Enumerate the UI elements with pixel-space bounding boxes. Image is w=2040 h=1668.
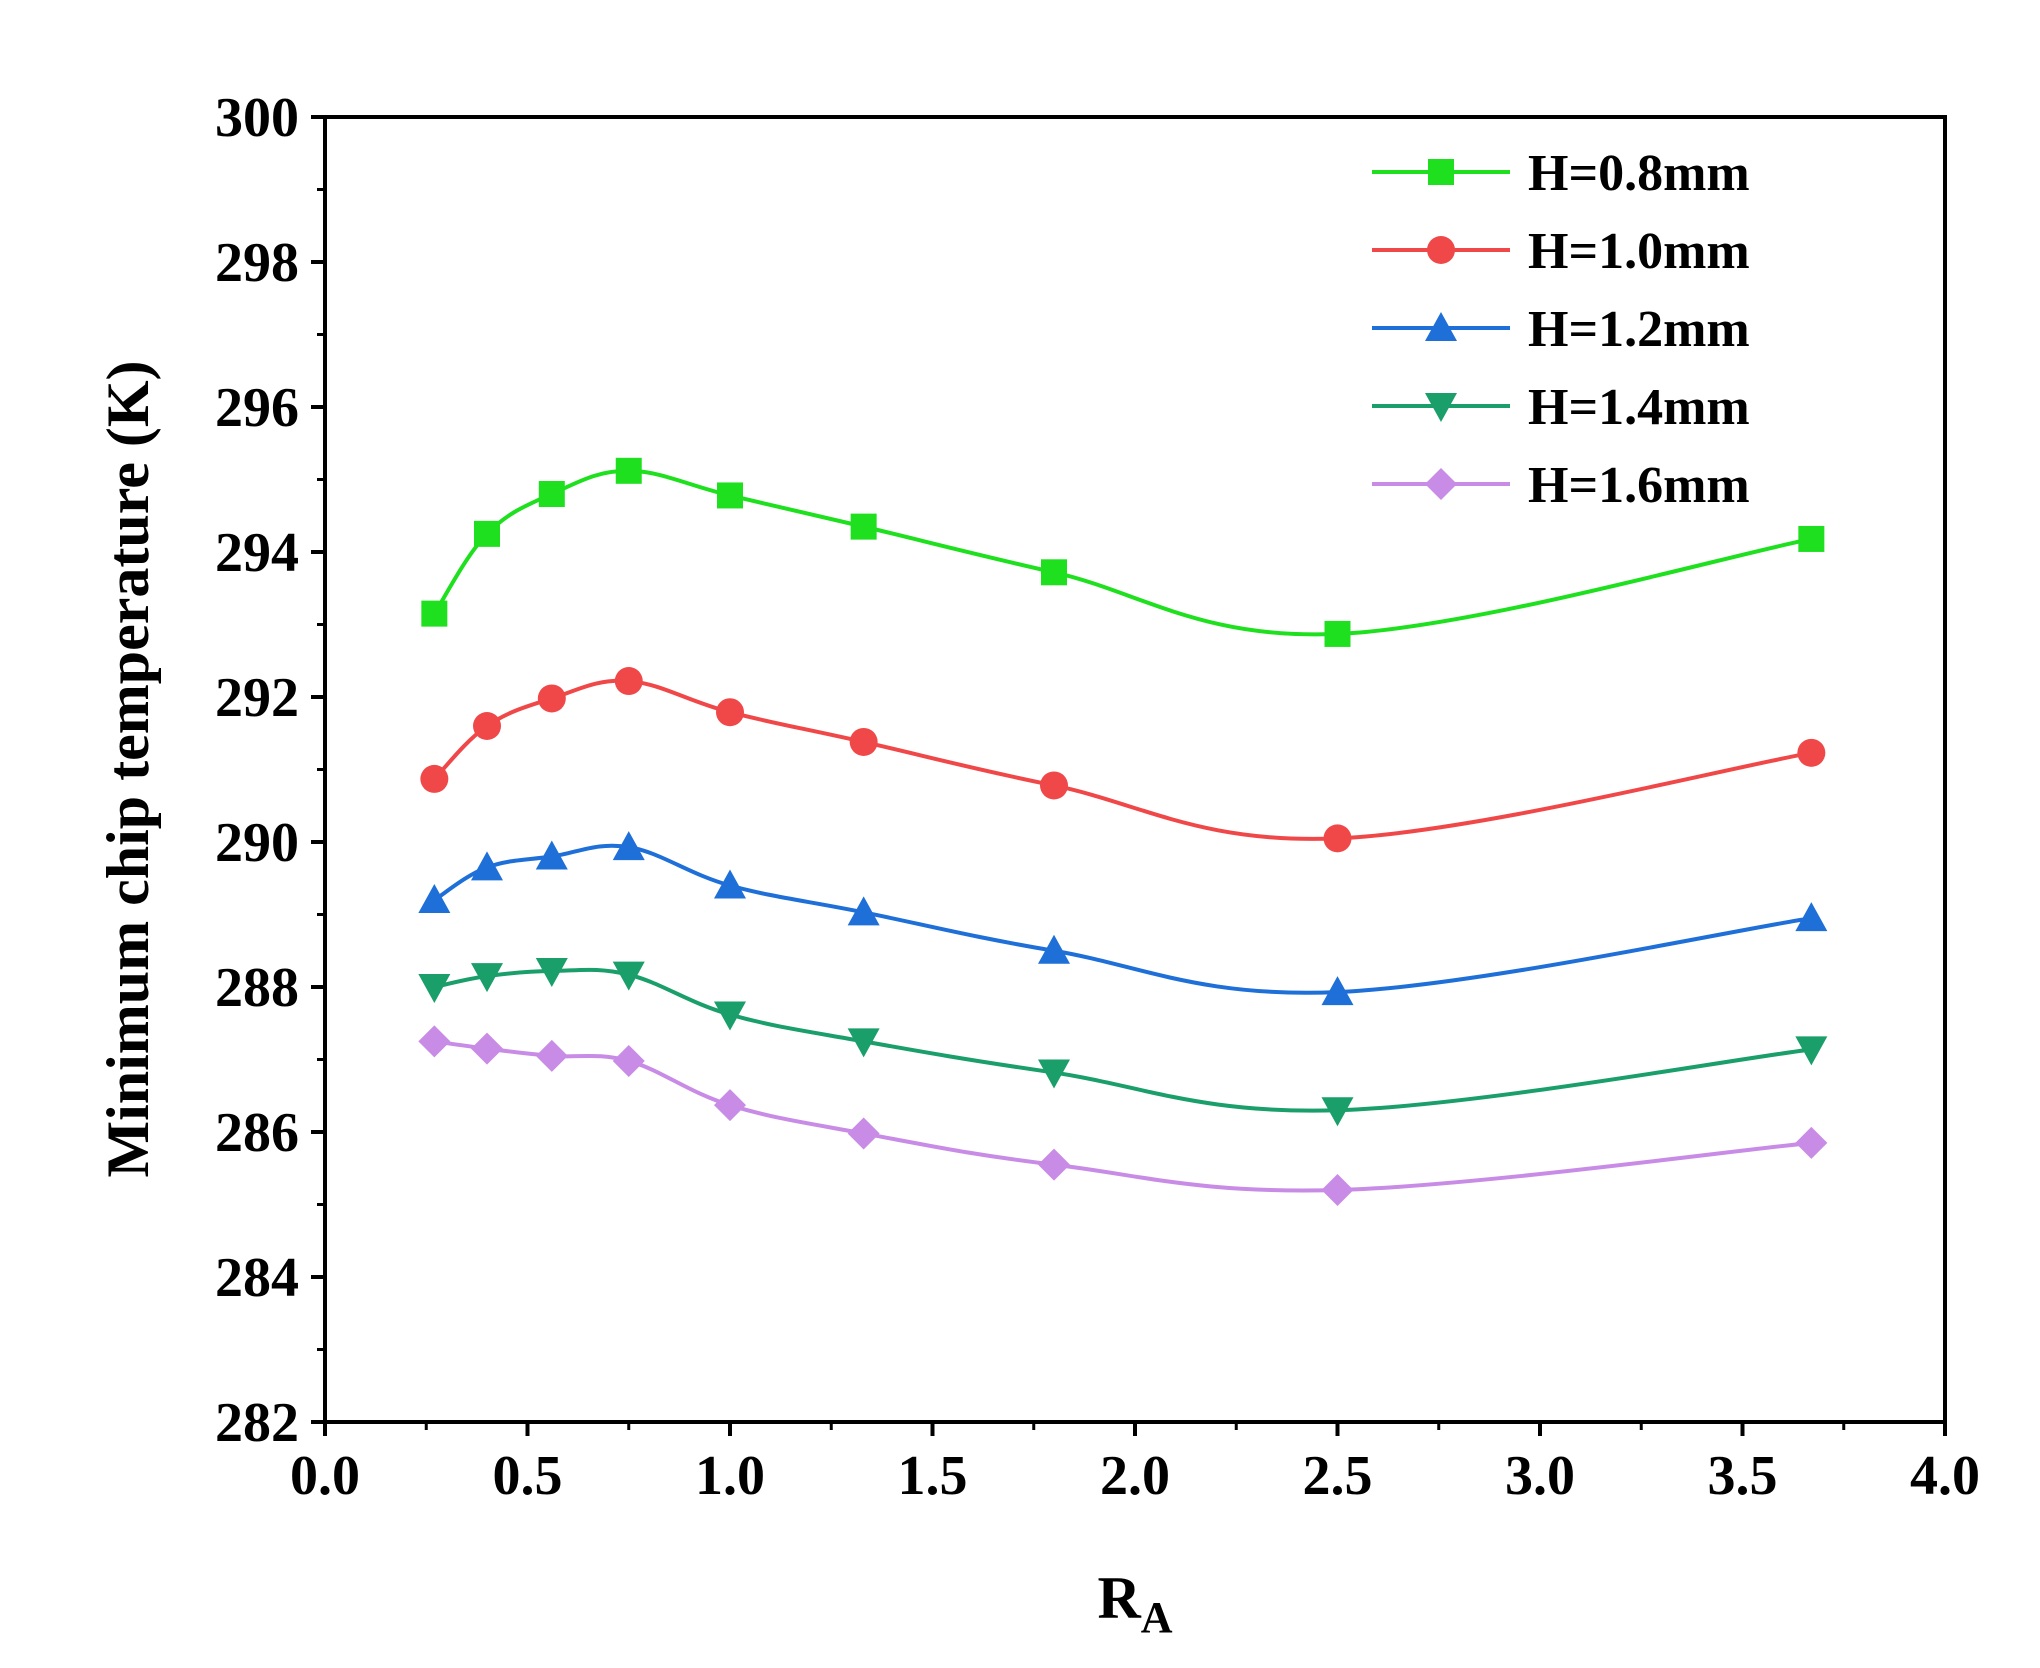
data-point [714,1001,746,1031]
legend-label: H=1.6mm [1528,457,1750,514]
data-point [1040,771,1068,800]
data-point [1795,1036,1828,1066]
series-layer [418,457,1828,1206]
data-point [612,831,645,861]
data-point [1038,934,1070,964]
data-point [1324,620,1351,647]
series-H=1.0mm [420,667,1826,853]
legend-label: H=1.2mm [1528,301,1750,358]
legend-swatch-marker [1425,468,1457,500]
x-tick-label: 0.5 [493,1445,563,1507]
x-axis-title-main: R [1097,1565,1141,1631]
x-tick-label: 3.5 [1708,1445,1778,1507]
legend-item: H=1.6mm [1372,457,1750,514]
data-point [535,958,568,988]
y-tick-label: 292 [215,667,299,729]
legend: H=0.8mm H=1.0mm H=1.2mm H=1.4mm H=1.6mm [1372,145,1750,514]
data-point [716,698,744,727]
data-point [615,457,642,484]
legend-item: H=1.0mm [1372,223,1750,280]
data-point [850,513,877,540]
data-point [1038,1148,1070,1181]
data-point [535,1039,568,1072]
axes-layer: 0.0 0.5 1.0 1.5 2.0 2.5 3.0 3.5 4.0 282 284 286 288 2… [215,87,1980,1507]
data-point [612,1044,645,1077]
data-point [612,961,645,991]
y-tick-label: 300 [215,87,299,149]
data-point [1321,976,1354,1006]
data-point [421,600,448,627]
data-point [537,684,566,713]
legend-swatch-marker [1425,312,1457,341]
series-H=0.8mm [421,457,1825,647]
y-tick-label: 286 [215,1102,299,1164]
y-tick-label: 298 [215,232,299,294]
x-tick-label: 0.0 [290,1445,360,1507]
series-H=1.2mm [418,831,1828,1006]
data-point [473,712,501,740]
data-point [1321,1174,1354,1206]
series-H=1.6mm [418,1025,1828,1206]
data-point [418,884,451,913]
x-tick-label: 3.0 [1505,1445,1575,1507]
data-point [1797,738,1826,767]
legend-label: H=1.0mm [1528,223,1750,280]
legend-label: H=1.4mm [1528,379,1750,436]
data-point [420,764,449,793]
data-point [1323,824,1352,853]
data-point [714,1089,746,1122]
data-point [471,851,503,881]
y-tick-label: 296 [215,377,299,439]
y-tick-label: 284 [215,1247,299,1309]
x-tick-label: 2.0 [1100,1445,1170,1507]
x-tick-label: 2.5 [1303,1445,1373,1507]
data-point [614,667,643,696]
data-point [847,896,880,926]
y-tick-label: 288 [215,957,299,1019]
x-axis-title: RA [1097,1565,1172,1642]
data-point [847,1117,880,1150]
data-point [474,520,500,547]
y-tick-label: 290 [215,812,299,874]
data-point [418,974,451,1003]
legend-item: H=1.2mm [1372,301,1750,358]
data-point [1321,1097,1354,1127]
data-point [1795,1126,1828,1159]
legend-item: H=0.8mm [1372,145,1750,202]
y-tick-label: 294 [215,522,299,584]
series-H=1.4mm [418,958,1828,1127]
legend-item: H=1.4mm [1372,379,1750,436]
x-tick-label: 1.5 [898,1445,968,1507]
data-point [538,481,565,507]
data-point [847,1028,880,1058]
data-point [418,1025,451,1058]
data-point [717,482,743,509]
legend-swatch-marker [1428,159,1454,185]
data-point [714,869,746,899]
data-point [1795,902,1828,932]
data-point [849,727,878,756]
x-tick-label: 4.0 [1910,1445,1980,1507]
x-tick-label: 1.0 [695,1445,765,1507]
legend-swatch-marker [1425,393,1457,422]
y-axis-title: Minimum chip temperature (K) [95,360,161,1177]
data-point [1038,1059,1070,1089]
legend-label: H=0.8mm [1528,145,1750,202]
data-point [1041,559,1067,586]
data-point [471,1032,503,1065]
y-tick-label: 282 [215,1392,299,1454]
legend-swatch-marker [1427,236,1455,264]
data-point [1798,525,1825,552]
data-point [471,963,503,993]
x-axis-title-subscript: A [1141,1593,1173,1642]
data-point [535,840,568,870]
